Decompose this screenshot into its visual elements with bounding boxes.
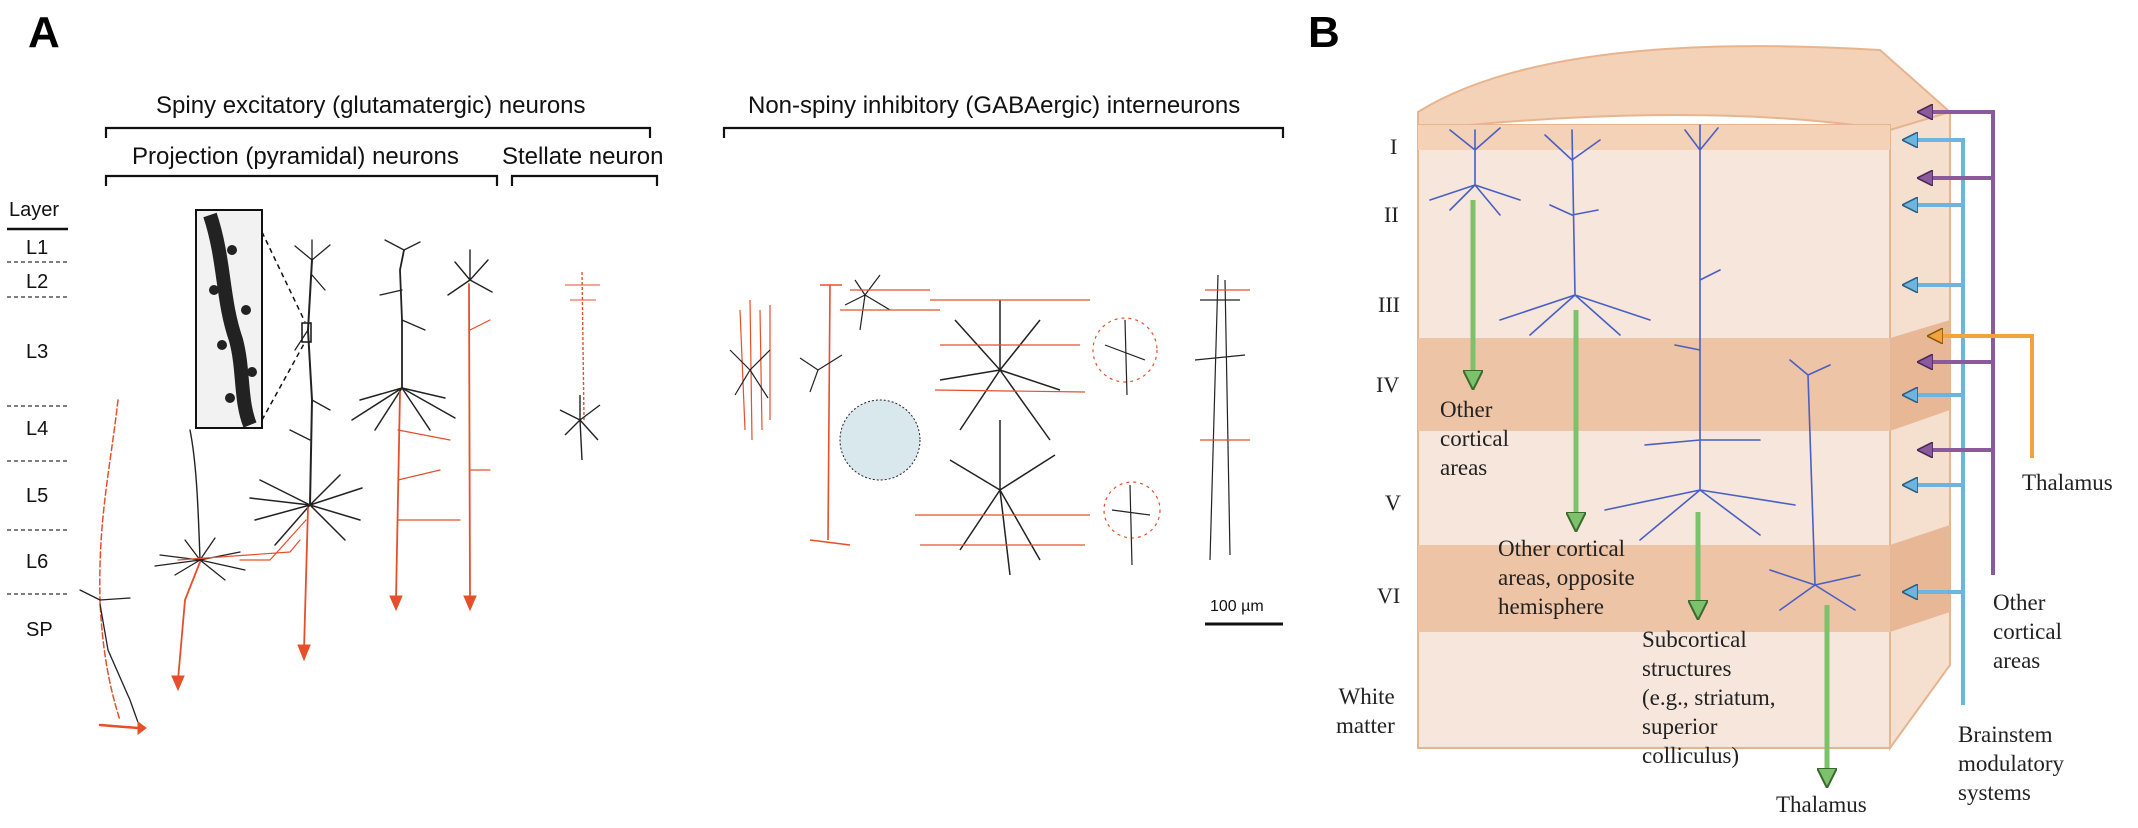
- interneuron-2: [799, 284, 851, 546]
- b-layer-iii: III: [1378, 292, 1400, 317]
- label-thalamus-in: Thalamus: [2022, 470, 2113, 495]
- brainstem-inputs: [1910, 140, 1965, 705]
- bracket-projection: [104, 174, 499, 186]
- header-projection: Projection (pyramidal) neurons: [132, 143, 459, 170]
- interneuron-3: [840, 274, 940, 331]
- neuron-l3: [351, 239, 461, 612]
- block-top: [1417, 45, 1953, 132]
- b-layer-v: V: [1385, 490, 1401, 515]
- cortical-inputs: [1925, 112, 1995, 575]
- layer-vi-side: [1890, 525, 1950, 632]
- b-layer-iv: IV: [1376, 372, 1400, 397]
- header-inhibitory: Non-spiny inhibitory (GABAergic) interne…: [748, 92, 1241, 119]
- interneuron-6: [1092, 317, 1158, 396]
- neuron-l6: [154, 429, 301, 692]
- block-side: [1889, 110, 1951, 752]
- layer-l4: L4: [26, 418, 49, 440]
- label-opposite-hemisphere: Other cortical areas, opposite hemispher…: [1498, 536, 1635, 619]
- blue-neuron-2: [1499, 129, 1651, 336]
- layer-l5: L5: [26, 485, 49, 507]
- label-other-cortical: Other cortical areas: [1440, 397, 1509, 480]
- layer-i-band: [1418, 125, 1890, 150]
- block-front: [1417, 124, 1891, 749]
- panel-a-label: A: [28, 8, 60, 57]
- interneuron-5: [915, 420, 1090, 576]
- label-subcortical: Subcortical structures (e.g., striatum, …: [1642, 627, 1776, 768]
- label-brainstem: Brainstem modulatory systems: [1958, 722, 2065, 805]
- spine-inset: [195, 209, 312, 429]
- output-arrows: [1473, 200, 1827, 778]
- blue-neurons: [1429, 124, 1861, 611]
- thalamus-input: [1935, 336, 2034, 458]
- layer-sp: SP: [26, 619, 53, 641]
- interneurons: [729, 274, 1250, 576]
- b-layer-ii: II: [1384, 202, 1399, 227]
- neuron-stellate: [559, 271, 601, 461]
- interneuron-basket-cloud: [839, 399, 921, 481]
- neuron-sp: [79, 399, 147, 735]
- bracket-inhibitory: [722, 126, 1285, 138]
- interneuron-4: [930, 299, 1090, 441]
- panel-b-label: B: [1308, 8, 1340, 57]
- bracket-stellate: [510, 174, 659, 186]
- layer-l1: L1: [26, 237, 49, 259]
- header-excitatory: Spiny excitatory (glutamatergic) neurons: [156, 92, 586, 119]
- layer-iv-band: [1418, 338, 1890, 431]
- blue-neuron-4: [1769, 359, 1861, 611]
- layer-table: [7, 227, 68, 595]
- blue-neuron-3: [1604, 124, 1796, 541]
- layer-l3: L3: [26, 341, 49, 363]
- layer-l2: L2: [26, 271, 49, 293]
- interneuron-8: [1194, 274, 1250, 561]
- neuron-l5: [239, 239, 363, 662]
- bracket-excitatory: [104, 126, 652, 138]
- label-other-cortical-in: Other cortical areas: [1993, 590, 2062, 673]
- neuron-l2: [447, 249, 493, 612]
- layer-iv-side: [1890, 320, 1950, 431]
- header-brackets: [104, 126, 1285, 186]
- cortex-block: [1417, 45, 1953, 752]
- pyramidal-neurons: [79, 239, 493, 735]
- layer-title: Layer: [9, 199, 60, 221]
- white-matter-label: White matter: [1336, 684, 1395, 738]
- interneuron-1: [729, 299, 771, 441]
- blue-neuron-1: [1429, 127, 1521, 216]
- label-thalamus-out: Thalamus: [1776, 792, 1867, 817]
- b-layer-vi: VI: [1377, 583, 1401, 608]
- header-stellate: Stellate neuron: [502, 143, 664, 170]
- layer-l6: L6: [26, 551, 49, 573]
- b-layer-i: I: [1390, 134, 1398, 159]
- scale-bar-label: 100 µm: [1210, 598, 1264, 615]
- interneuron-7: [1103, 481, 1161, 566]
